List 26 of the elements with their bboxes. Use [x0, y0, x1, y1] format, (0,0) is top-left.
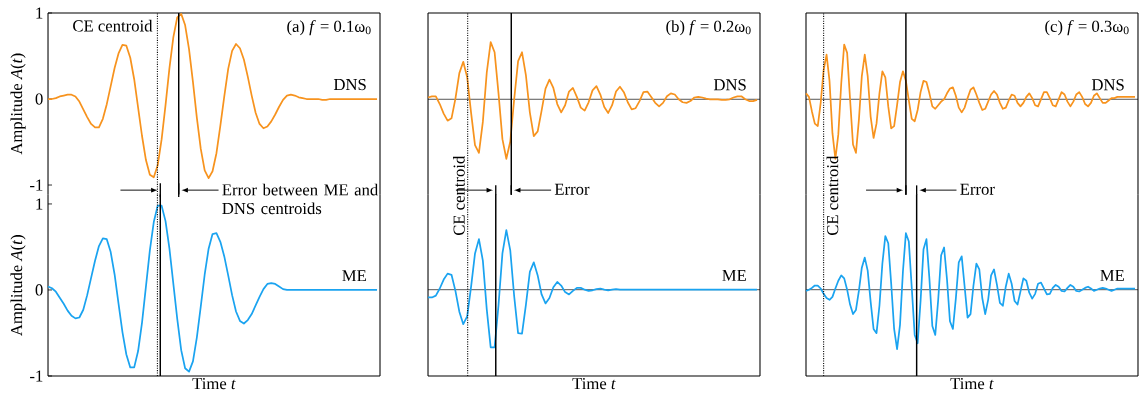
series-label: DNS	[1091, 79, 1124, 91]
chart-title: (a) f = 0.1ω$_{0}$	[287, 20, 371, 36]
annotation: CE centroid	[826, 155, 839, 236]
series-label: DNS	[713, 79, 746, 91]
chart-title: (b) f = 0.2ω$_{0}$	[666, 20, 751, 36]
series-label: ME	[1100, 269, 1124, 281]
y-tick-label: 1	[36, 7, 43, 19]
series-label: DNS	[333, 78, 366, 91]
y-axis-title: Amplitude A(t)	[10, 53, 26, 155]
y-tick-label: -1	[30, 370, 43, 382]
x-axis-title: Time t	[572, 378, 616, 390]
x-axis-title: Time t	[950, 378, 994, 390]
y-tick-label: 1	[36, 198, 43, 210]
annotation: CE centroid	[453, 155, 465, 236]
text: Error	[960, 183, 995, 195]
series-label: ME	[722, 269, 746, 281]
text: Error	[554, 183, 590, 195]
y-tick-label: 0	[35, 284, 43, 296]
y-tick-label: 0	[35, 93, 43, 105]
annotation: CE centroid	[73, 19, 153, 32]
x-axis-title: Time t	[192, 378, 236, 390]
annotation: Error between ME and DNS centroids	[222, 183, 379, 215]
y-axis-title: Amplitude A(t)	[10, 235, 26, 336]
y-tick-label: -1	[30, 179, 43, 191]
chart-title: (c) f = 0.3ω$_{0}$	[1045, 20, 1129, 36]
series-label: ME	[342, 270, 366, 282]
